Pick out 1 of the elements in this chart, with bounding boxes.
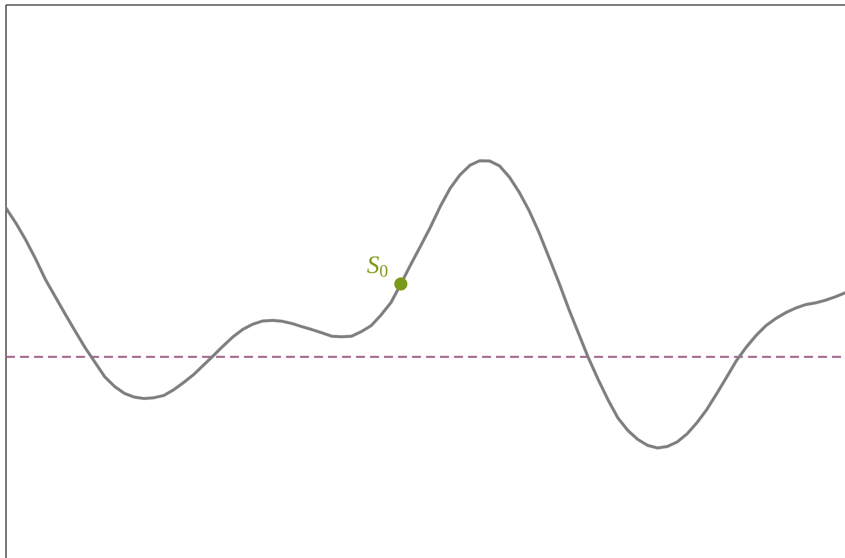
series-label: S$_{0}$	[367, 256, 388, 277]
